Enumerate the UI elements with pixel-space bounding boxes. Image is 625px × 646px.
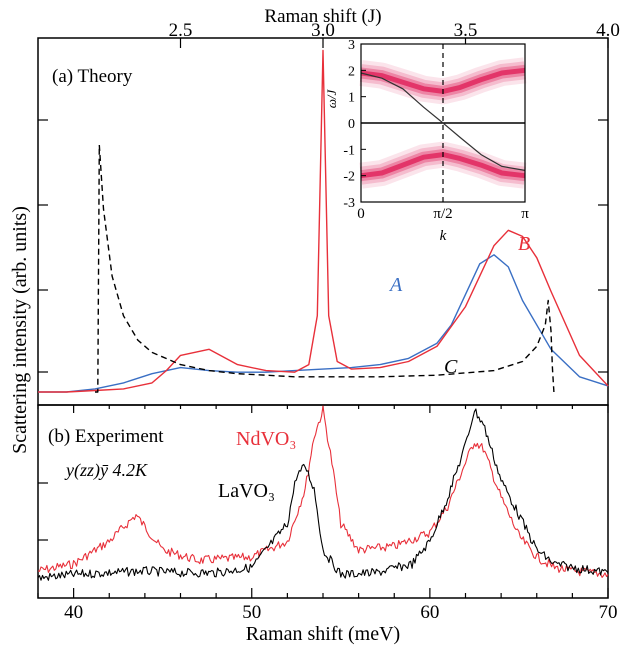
series-c-line <box>95 144 555 393</box>
bottom-tick-label: 50 <box>242 602 261 623</box>
top-tick-label: 4.0 <box>596 20 620 41</box>
inset-y-tick-label: -2 <box>343 170 355 185</box>
top-tick-label: 2.5 <box>169 20 193 41</box>
panel-b-curves <box>37 405 609 581</box>
curve-label-b: B <box>518 233 530 255</box>
top-tick-label: 3.5 <box>454 20 478 41</box>
inset-y-tick-label: -3 <box>343 196 355 211</box>
inset-x-tick-label: 0 <box>357 206 365 222</box>
curve-label-c: C <box>444 356 458 378</box>
inset-x-tick-label: π/2 <box>433 206 452 222</box>
y-axis-label: Scattering intensity (arb. units) <box>9 206 31 454</box>
axis-ticks: 2.5 3.0 3.5 4.0 40 50 60 70 <box>37 20 620 623</box>
panel-b-label: (b) Experiment <box>48 426 164 447</box>
inset-x-tick-label: π <box>521 206 529 222</box>
panel-a-label: (a) Theory <box>52 66 133 87</box>
inset-y-tick-label: 0 <box>348 117 355 132</box>
inset-y-tick-label: -1 <box>343 143 355 158</box>
top-tick-label: 3.0 <box>311 20 335 41</box>
inset-xlabel: k <box>440 228 447 244</box>
ndvo3-label: NdVO₃ <box>236 428 296 450</box>
series-ndvo3-line <box>37 405 609 578</box>
inset-y-tick-label: 3 <box>348 38 355 53</box>
inset-ylabel: ω/J <box>324 88 339 108</box>
bottom-tick-label: 70 <box>599 602 618 623</box>
inset-curve <box>360 72 526 171</box>
curve-label-a: A <box>388 274 403 296</box>
lavo3-label: LaVO₃ <box>218 480 275 502</box>
polarization-label: y(zz)ȳ 4.2K <box>64 460 148 481</box>
inset-y-tick-label: 1 <box>348 91 355 106</box>
inset-dispersion-curve <box>360 72 526 171</box>
bottom-tick-label: 60 <box>420 602 439 623</box>
bottom-axis-label: Raman shift (meV) <box>246 623 400 645</box>
panel-a-curves <box>38 49 609 393</box>
series-lavo3-line <box>37 408 609 581</box>
top-axis-label: Raman shift (J) <box>264 6 381 27</box>
series-b-line <box>38 49 609 393</box>
series-a-line <box>38 254 609 393</box>
inset-y-tick-label: 2 <box>348 64 355 79</box>
bottom-tick-label: 40 <box>64 602 83 623</box>
